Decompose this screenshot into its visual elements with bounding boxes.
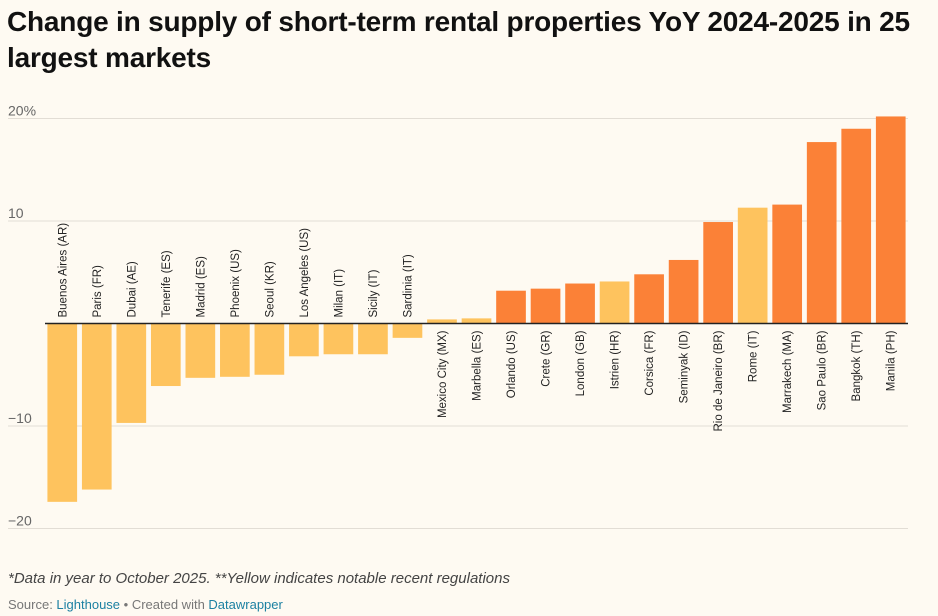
footnote: *Data in year to October 2025. **Yellow … (8, 570, 510, 587)
source-link[interactable]: Lighthouse (56, 597, 121, 612)
source-line: Source: Lighthouse • Created with Datawr… (8, 597, 283, 612)
bars (47, 116, 906, 502)
bar (565, 283, 595, 324)
bar (289, 323, 319, 357)
category-label: Seminyak (ID) (679, 330, 691, 403)
category-label: Phoenix (US) (230, 249, 242, 318)
bar (806, 142, 837, 324)
bar (841, 128, 872, 324)
bar (185, 323, 216, 378)
bar (392, 323, 423, 338)
category-label: Sardinia (IT) (402, 254, 414, 317)
bar (737, 207, 768, 324)
y-tick-label: 20% (8, 103, 36, 119)
category-label: Marbella (ES) (472, 330, 484, 400)
category-label: Los Angeles (US) (299, 228, 311, 318)
category-label: Milan (IT) (333, 269, 345, 318)
bar (496, 290, 526, 324)
bar (150, 323, 181, 387)
y-tick-label: 10 (8, 205, 24, 221)
bar (703, 222, 733, 324)
bar (47, 323, 78, 502)
bar (599, 281, 630, 324)
category-label: Bangkok (TH) (851, 330, 863, 401)
category-label: Istrien (HR) (610, 330, 622, 389)
category-label: Seoul (KR) (264, 261, 276, 317)
category-label: Rome (IT) (748, 330, 760, 382)
category-label: Madrid (ES) (195, 256, 207, 318)
bar (323, 323, 354, 355)
category-label: Mexico City (MX) (437, 330, 449, 418)
bar-chart: Buenos Aires (AR) Paris (FR) Dubai (AE) Ten… (8, 103, 908, 529)
category-label: Dubai (AE) (126, 261, 138, 317)
bar (530, 288, 561, 324)
source-separator: • Created with (120, 597, 209, 612)
category-label: London (GB) (575, 330, 587, 396)
bar (668, 259, 699, 324)
bar (254, 323, 285, 375)
bar (461, 318, 492, 324)
y-axis-ticks: 20% 10 −10 −20 (8, 103, 36, 529)
category-label: Buenos Aires (AR) (57, 223, 69, 318)
category-label: Tenerife (ES) (161, 250, 173, 317)
category-label: Manila (PH) (886, 330, 898, 391)
category-label: Orlando (US) (506, 330, 518, 398)
category-labels: Buenos Aires (AR) Paris (FR) Dubai (AE) Ten… (57, 223, 897, 432)
y-tick-label: −10 (8, 410, 32, 426)
bar (358, 323, 388, 355)
source-prefix: Source: (8, 597, 57, 612)
category-label: Paris (FR) (92, 265, 104, 318)
category-label: Rio de Janeiro (BR) (713, 330, 725, 431)
datawrapper-link[interactable]: Datawrapper (208, 597, 283, 612)
category-label: Corsica (FR) (644, 330, 656, 395)
chart-title: Change in supply of short-term rental pr… (7, 6, 910, 73)
category-label: Sao Paulo (BR) (817, 330, 829, 410)
y-tick-label: −20 (8, 513, 32, 529)
category-label: Sicily (IT) (368, 269, 380, 317)
bar (220, 323, 250, 377)
bar (875, 116, 906, 324)
bar (116, 323, 147, 423)
category-label: Crete (GR) (541, 330, 553, 386)
bar (81, 323, 112, 490)
bar (634, 274, 664, 324)
bar (772, 204, 803, 324)
category-label: Marrakech (MA) (782, 330, 794, 413)
bar (427, 319, 457, 324)
